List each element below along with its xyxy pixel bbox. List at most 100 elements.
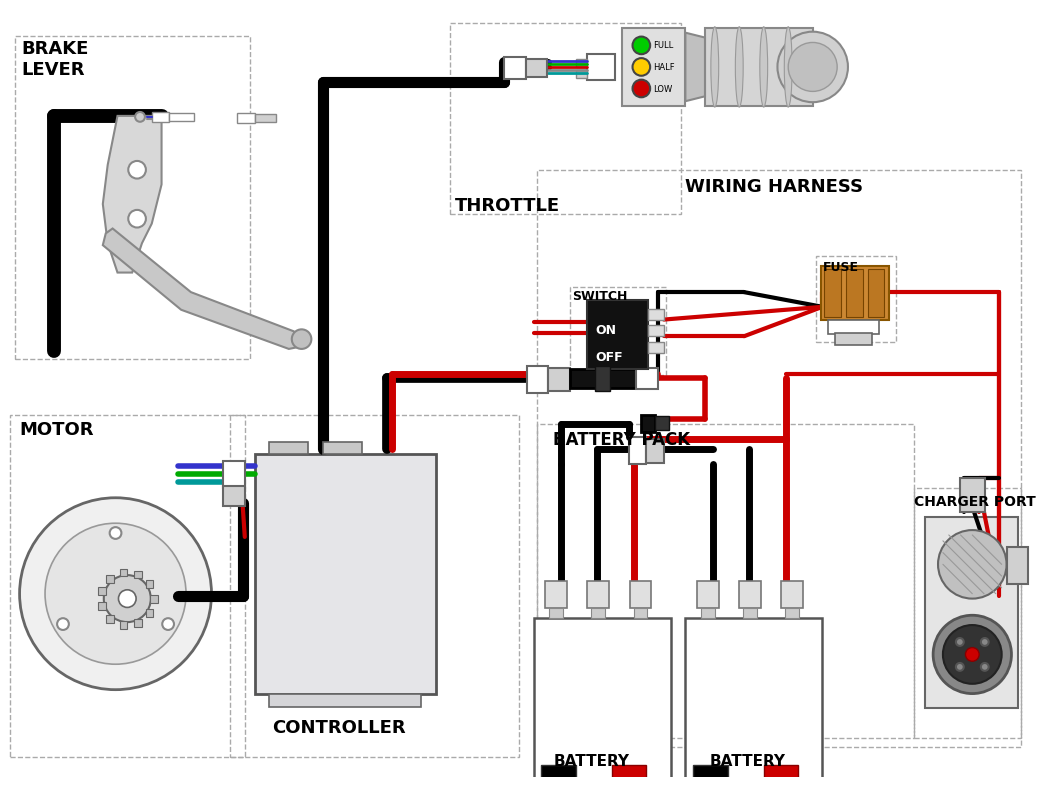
Bar — [705, 27, 812, 106]
Text: THROTTLE: THROTTLE — [455, 197, 560, 215]
Bar — [151, 112, 169, 122]
Bar — [739, 581, 760, 608]
Bar — [743, 608, 757, 619]
Bar — [701, 608, 715, 619]
Circle shape — [981, 663, 989, 671]
Circle shape — [981, 638, 989, 646]
Bar — [633, 608, 647, 619]
Bar — [149, 595, 158, 603]
Bar — [648, 326, 664, 336]
Bar — [764, 765, 798, 785]
Bar — [254, 454, 435, 694]
Bar — [821, 265, 890, 319]
Text: FUSE: FUSE — [823, 261, 859, 274]
Bar — [10, 414, 245, 758]
Circle shape — [788, 42, 838, 91]
Ellipse shape — [796, 30, 815, 100]
Circle shape — [632, 79, 650, 97]
Bar — [694, 765, 728, 785]
Bar — [537, 425, 914, 738]
Bar — [786, 608, 798, 619]
Bar — [223, 461, 245, 488]
Bar — [98, 602, 106, 610]
Ellipse shape — [735, 27, 743, 107]
Bar — [815, 256, 896, 342]
Bar — [782, 581, 803, 608]
Circle shape — [956, 663, 964, 671]
Ellipse shape — [785, 27, 792, 107]
Bar — [526, 59, 548, 77]
Bar — [959, 478, 985, 513]
Bar — [1006, 546, 1028, 584]
Text: CONTROLLER: CONTROLLER — [272, 719, 406, 737]
Text: HALF: HALF — [653, 63, 675, 72]
Polygon shape — [685, 33, 705, 101]
Circle shape — [128, 161, 146, 178]
Bar — [685, 619, 823, 785]
Ellipse shape — [759, 27, 768, 107]
Circle shape — [632, 58, 650, 75]
Circle shape — [777, 31, 848, 102]
Bar — [825, 268, 841, 316]
Circle shape — [104, 575, 150, 622]
Bar — [836, 334, 873, 345]
Bar — [570, 368, 636, 388]
Bar — [169, 113, 194, 121]
Bar — [120, 568, 127, 576]
Circle shape — [632, 37, 650, 54]
Bar — [269, 442, 308, 454]
Ellipse shape — [749, 30, 769, 100]
Bar — [545, 581, 567, 608]
Bar — [576, 59, 588, 67]
Text: BRAKE
LEVER: BRAKE LEVER — [21, 41, 89, 79]
Bar — [636, 367, 658, 389]
Bar — [254, 114, 276, 122]
Circle shape — [292, 330, 311, 349]
Bar — [106, 615, 114, 623]
Bar — [629, 437, 646, 465]
Bar — [146, 609, 154, 617]
Text: WIRING HARNESS: WIRING HARNESS — [685, 177, 863, 195]
Circle shape — [956, 638, 964, 646]
Bar — [223, 486, 245, 506]
Bar — [570, 287, 666, 375]
Polygon shape — [103, 228, 304, 349]
Bar — [926, 517, 1019, 708]
Circle shape — [19, 498, 212, 690]
Circle shape — [933, 615, 1011, 694]
Bar — [630, 581, 651, 608]
Text: BATTERY: BATTERY — [553, 754, 629, 769]
Bar — [588, 300, 648, 368]
Ellipse shape — [780, 30, 800, 100]
Text: FULL: FULL — [653, 42, 674, 50]
Text: SWITCH: SWITCH — [572, 290, 627, 303]
Circle shape — [938, 530, 1006, 599]
Circle shape — [119, 590, 137, 608]
Bar — [612, 765, 646, 785]
Bar — [646, 439, 664, 462]
Circle shape — [128, 210, 146, 228]
Bar — [323, 442, 362, 454]
Ellipse shape — [711, 27, 719, 107]
Bar — [549, 367, 570, 391]
Text: BATTERY: BATTERY — [710, 754, 786, 769]
Circle shape — [46, 524, 186, 664]
Bar — [648, 342, 664, 352]
Circle shape — [57, 619, 69, 630]
Bar — [591, 608, 605, 619]
Bar — [504, 57, 526, 78]
Bar — [588, 581, 609, 608]
Circle shape — [110, 528, 122, 539]
Bar — [914, 488, 1021, 738]
Bar — [576, 70, 588, 78]
Bar — [541, 765, 576, 785]
Bar — [588, 54, 615, 79]
Bar — [120, 621, 127, 629]
Circle shape — [136, 112, 145, 122]
Bar — [828, 319, 879, 334]
Text: MOTOR: MOTOR — [19, 422, 94, 440]
Bar — [537, 170, 1021, 747]
Circle shape — [162, 619, 174, 630]
Bar — [98, 587, 106, 595]
Bar — [106, 575, 114, 582]
